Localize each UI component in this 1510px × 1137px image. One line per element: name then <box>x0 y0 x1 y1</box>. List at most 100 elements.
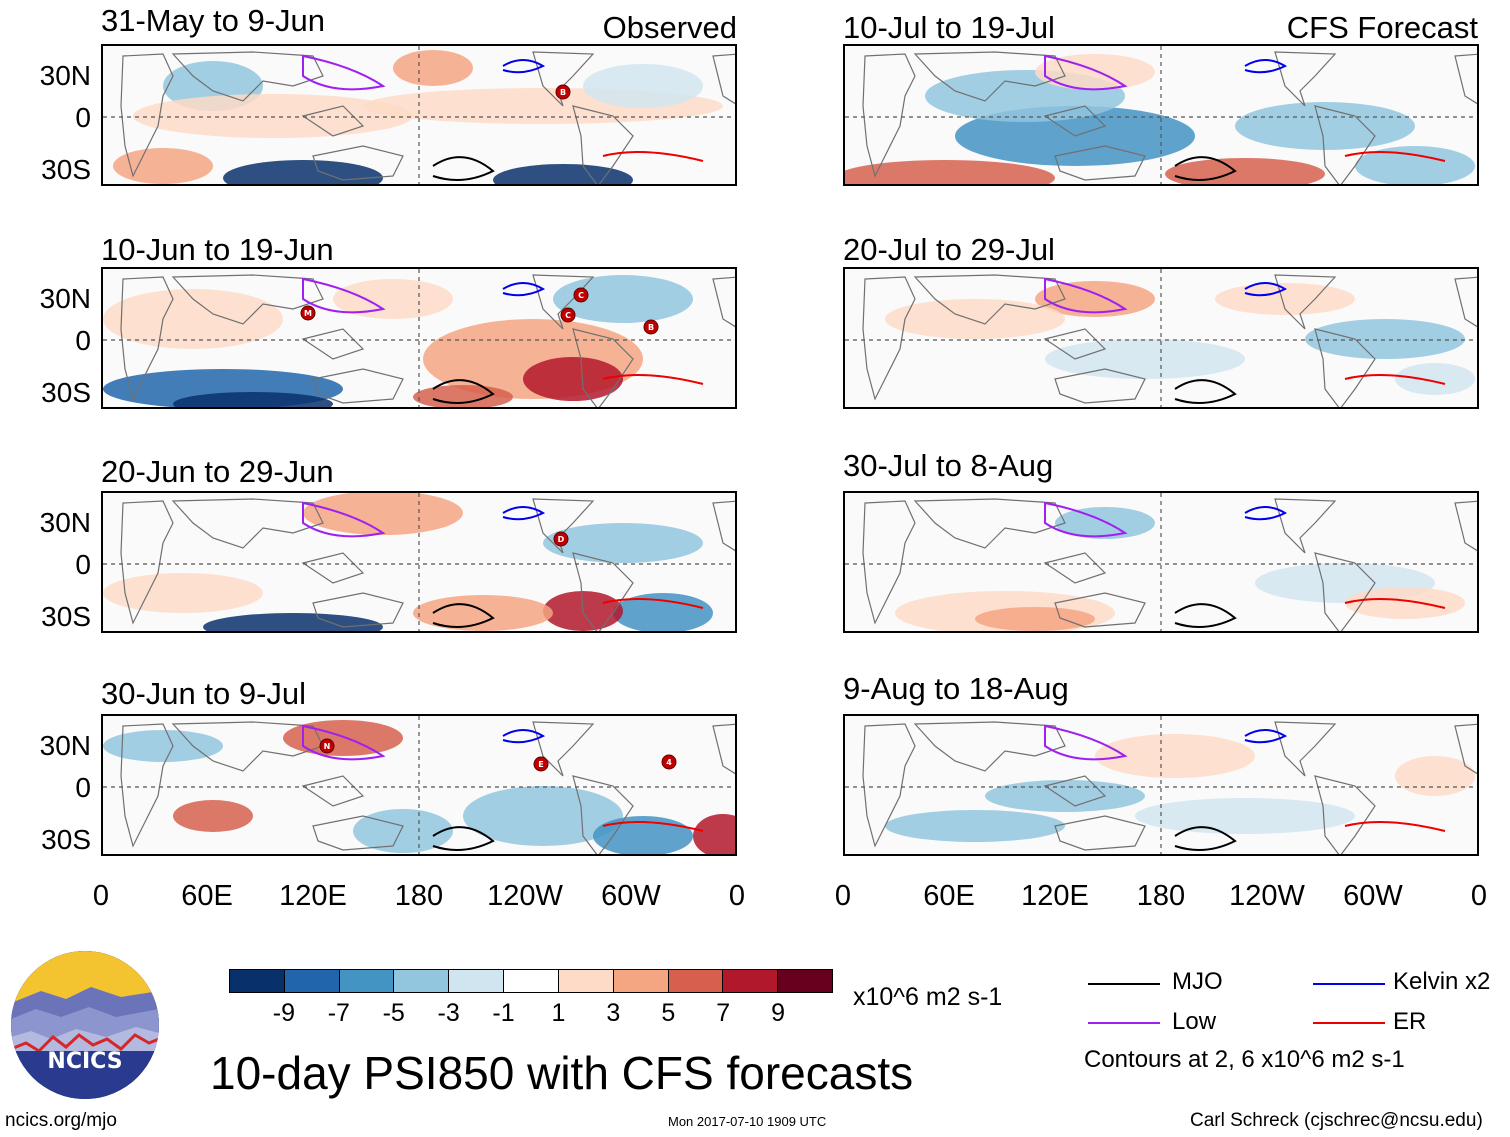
coastline <box>1314 775 1376 854</box>
coastline <box>1054 368 1146 404</box>
map-panel-fc-1 <box>843 44 1479 186</box>
contour-line <box>602 374 704 385</box>
anomaly-blob <box>203 613 383 631</box>
colorbar-label: -7 <box>327 999 350 1027</box>
coastline <box>301 552 365 584</box>
anomaly-blob <box>1355 146 1475 184</box>
x-axis-label: 0 <box>834 880 852 912</box>
anomaly-blob <box>1395 756 1475 796</box>
contour-line <box>1044 277 1128 314</box>
anomaly-blob <box>1215 283 1355 315</box>
coastline <box>572 105 634 184</box>
coastline <box>1454 723 1477 775</box>
colorbar-swatch <box>339 970 395 992</box>
x-axis-label: 60W <box>1343 880 1403 912</box>
anomaly-blob <box>1135 798 1355 834</box>
coastline <box>1274 498 1337 554</box>
anomaly-blob <box>885 810 1065 842</box>
coastline <box>1314 552 1376 631</box>
y-axis-label: 30S <box>41 377 91 408</box>
legend-label-er: ER <box>1393 1008 1427 1035</box>
contour-line <box>432 603 495 628</box>
coastline <box>171 274 324 325</box>
y-axis-label: 0 <box>75 102 91 133</box>
anomaly-blob <box>103 730 223 762</box>
anomaly-blob <box>113 148 213 184</box>
y-axis-label: 0 <box>75 325 91 356</box>
contour-line <box>302 724 386 761</box>
y-axis-label: 30N <box>39 60 91 91</box>
anomaly-blob <box>553 275 693 323</box>
y-axis-label: 0 <box>75 549 91 580</box>
contour-line <box>1344 598 1446 609</box>
contour-line <box>302 277 386 314</box>
x-axis-label: 120E <box>279 880 347 912</box>
anomaly-blob <box>103 573 263 613</box>
anomaly-blob <box>393 50 473 86</box>
y-axis-label: 30S <box>41 824 91 855</box>
coastline <box>532 721 595 777</box>
coastline <box>913 274 1066 325</box>
panel-title-obs-3: 20-Jun to 29-Jun <box>101 454 334 489</box>
storm-marker-icon: 4 <box>661 754 677 770</box>
x-axis-label: 180 <box>1136 880 1186 912</box>
footer-left: ncics.org/mjo <box>5 1110 117 1131</box>
contour-line <box>1244 282 1288 297</box>
coastline <box>572 552 634 631</box>
svg-text:C: C <box>565 311 571 320</box>
coastline <box>1274 721 1337 777</box>
anomaly-blob <box>1345 587 1465 619</box>
anomaly-blob <box>543 523 703 563</box>
coastline <box>171 721 324 772</box>
storm-marker-icon: N <box>319 738 335 754</box>
contour-line <box>1044 724 1128 761</box>
panel-title-fc-2: 20-Jul to 29-Jul <box>843 232 1055 267</box>
storm-marker-icon: D <box>553 531 569 547</box>
storm-marker-icon: B <box>555 84 571 100</box>
coastline <box>1314 328 1376 407</box>
legend-label-kelvin: Kelvin x2 <box>1393 968 1491 995</box>
anomaly-blob <box>593 816 693 854</box>
anomaly-blob <box>1055 507 1155 539</box>
coastline <box>862 723 916 848</box>
coastline <box>1043 328 1107 360</box>
y-axis-label: 30S <box>41 154 91 185</box>
main-title: 10-day PSI850 with CFS forecasts <box>210 1047 914 1099</box>
panel-title-fc-1: 10-Jul to 19-Jul <box>843 10 1055 45</box>
coastline <box>1043 775 1107 807</box>
anomaly-blob <box>173 392 333 407</box>
coastline <box>1454 276 1477 328</box>
coastline <box>1454 500 1477 552</box>
contour-line <box>602 151 704 162</box>
x-axis-label: 60E <box>923 880 975 912</box>
observed-label: Observed <box>602 10 737 45</box>
svg-text:B: B <box>560 88 566 97</box>
coastline <box>312 145 404 181</box>
coastline <box>120 276 174 401</box>
anomaly-blob <box>303 493 463 535</box>
coastline <box>913 721 1066 772</box>
map-panel-obs-4: N E 4 <box>101 714 737 856</box>
y-axis-label: 0 <box>75 772 91 803</box>
anomaly-blob <box>133 94 413 138</box>
anomaly-blob <box>1095 734 1255 778</box>
coastline <box>1054 815 1146 851</box>
legend-label-mjo: MJO <box>1172 968 1223 995</box>
x-axis-label: 60E <box>181 880 233 912</box>
anomaly-blob <box>975 607 1095 631</box>
legend-note: Contours at 2, 6 x10^6 m2 s-1 <box>1084 1046 1405 1073</box>
svg-text:4: 4 <box>666 758 672 767</box>
map-panel-fc-2 <box>843 267 1479 409</box>
ncics-logo: NCICS <box>11 951 159 1099</box>
colorbar <box>229 969 833 993</box>
contour-line <box>1174 379 1237 404</box>
contour-line <box>432 379 495 404</box>
colorbar-swatch <box>394 970 450 992</box>
anomaly-blob <box>1305 319 1465 359</box>
colorbar-unit: x10^6 m2 s-1 <box>853 983 1003 1011</box>
coastline <box>712 53 735 105</box>
colorbar-swatch <box>613 970 669 992</box>
svg-text:C: C <box>578 291 584 300</box>
panel-title-fc-3: 30-Jul to 8-Aug <box>843 448 1054 483</box>
panel-title-obs-4: 30-Jun to 9-Jul <box>101 676 307 711</box>
